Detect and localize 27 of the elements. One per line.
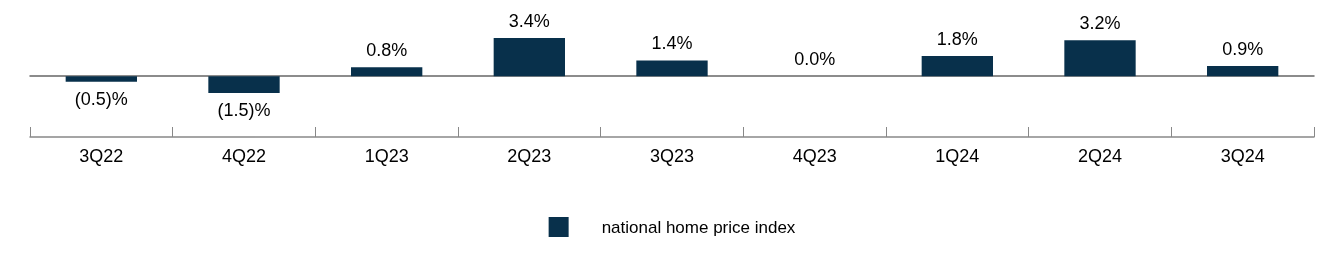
x-tick-label: 4Q22 — [221, 146, 267, 166]
data-label: 0.9% — [1222, 39, 1264, 60]
data-label: (0.5)% — [74, 88, 128, 109]
bar — [493, 38, 565, 77]
bar — [636, 60, 708, 77]
legend-label: national home price index — [601, 217, 796, 237]
data-label: 0.8% — [366, 40, 408, 61]
data-label: 1.4% — [651, 33, 693, 54]
x-tick-label: 2Q24 — [1077, 146, 1123, 166]
bar — [921, 55, 993, 77]
data-label: 3.2% — [1079, 13, 1121, 34]
x-tick-label: 3Q24 — [1220, 146, 1265, 166]
bar — [1064, 40, 1136, 77]
data-label: 3.4% — [508, 11, 550, 31]
x-tick-label: 3Q23 — [649, 146, 695, 166]
bar — [1207, 66, 1279, 77]
data-label: 1.8% — [936, 28, 978, 49]
x-tick-label: 2Q23 — [507, 146, 552, 166]
x-tick-label: 3Q22 — [79, 146, 124, 166]
bar — [65, 76, 137, 82]
x-tick-label: 1Q23 — [364, 146, 409, 166]
x-tick-label: 1Q24 — [935, 146, 980, 166]
data-label: 0.0% — [794, 49, 836, 70]
bar — [208, 76, 280, 93]
bar — [351, 67, 423, 77]
data-label: (1.5)% — [217, 100, 271, 120]
x-tick-label: 4Q23 — [792, 146, 837, 166]
